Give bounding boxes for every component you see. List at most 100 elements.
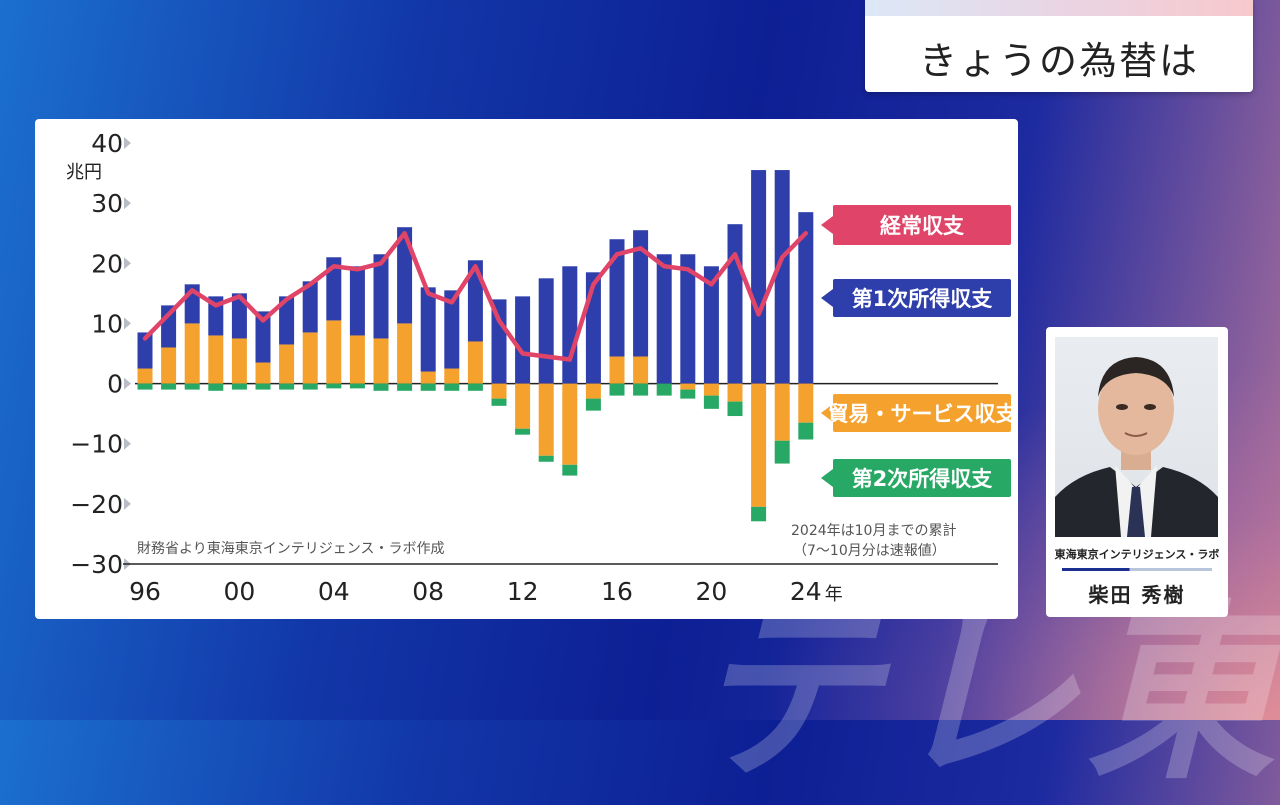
source-note: 財務省より東海東京インテリジェンス・ラボ作成 bbox=[137, 541, 444, 557]
segment-title: きょうの為替は bbox=[918, 39, 1199, 83]
legend-label: 貿易・サービス収支 bbox=[828, 402, 1018, 426]
x-tick-label: 24 bbox=[790, 577, 822, 606]
x-tick-label: 16 bbox=[601, 577, 633, 606]
bar-segment bbox=[326, 320, 342, 384]
bar-segment bbox=[562, 266, 578, 384]
legend-tag: 第2次所得収支 bbox=[821, 459, 1011, 497]
bar-segment bbox=[279, 296, 295, 345]
bar-segment bbox=[680, 254, 696, 384]
bar-segment bbox=[208, 335, 224, 384]
bar-segment bbox=[349, 266, 365, 336]
bar-segment bbox=[609, 239, 625, 357]
legend-pointer bbox=[821, 289, 833, 307]
bar-segment bbox=[774, 440, 790, 464]
y-tick-marker bbox=[124, 377, 131, 390]
bar-segment bbox=[798, 383, 814, 423]
bar-segment bbox=[420, 371, 436, 384]
legend-pointer bbox=[821, 404, 833, 422]
bar-segment bbox=[467, 383, 483, 391]
bar-segment bbox=[326, 383, 342, 389]
segment-title-box: きょうの為替は bbox=[865, 0, 1253, 92]
bar-segment bbox=[231, 293, 247, 339]
legend-pointer bbox=[821, 469, 833, 487]
legend-label: 第1次所得収支 bbox=[852, 287, 994, 311]
legend-label: 経常収支 bbox=[880, 214, 965, 238]
y-tick-marker bbox=[124, 257, 131, 270]
x-unit-suffix: 年 bbox=[825, 584, 843, 605]
bar-segment bbox=[515, 296, 531, 384]
bar-segment bbox=[538, 455, 554, 462]
legend-tag: 経常収支 bbox=[821, 205, 1011, 245]
bar-segment bbox=[161, 347, 177, 384]
bar-segment bbox=[538, 383, 554, 456]
bar-segment bbox=[609, 356, 625, 384]
y-tick-marker bbox=[124, 197, 131, 210]
x-tick-label: 04 bbox=[318, 577, 350, 606]
bar-segment bbox=[208, 383, 224, 391]
bar-segment bbox=[137, 368, 153, 384]
bar-segment bbox=[373, 338, 389, 384]
bar-segment bbox=[751, 506, 767, 522]
bar-segment bbox=[491, 383, 507, 399]
bar-segment bbox=[255, 383, 271, 390]
bar-segment bbox=[562, 383, 578, 465]
bar-segment bbox=[349, 383, 365, 389]
x-tick-label: 20 bbox=[695, 577, 727, 606]
legend-tag: 第1次所得収支 bbox=[821, 279, 1011, 317]
bar-segment bbox=[279, 383, 295, 390]
chart-card: 40 30 20 10 0 −10 −20 −30 96 00 04 08 12 16 20 24 年 経常収支… bbox=[35, 119, 1018, 619]
bar-segment bbox=[467, 260, 483, 342]
bar-segment bbox=[515, 383, 531, 429]
commentator-name: 柴田 秀樹 bbox=[1088, 583, 1186, 607]
bar-segment bbox=[184, 383, 200, 390]
bar-segment bbox=[420, 383, 436, 391]
bar-segment bbox=[397, 383, 413, 391]
bar-segment bbox=[302, 332, 318, 384]
bar-segment bbox=[491, 299, 507, 384]
bar-segment bbox=[302, 383, 318, 390]
y-tick-label: 20 bbox=[91, 249, 123, 278]
bar-segment bbox=[255, 362, 271, 384]
bar-segment bbox=[279, 344, 295, 384]
bar-segment bbox=[727, 224, 743, 384]
bar-segment bbox=[538, 278, 554, 384]
bar-segment bbox=[444, 290, 460, 369]
bar-segment bbox=[562, 464, 578, 476]
bar-segment bbox=[444, 368, 460, 384]
bar-segment bbox=[633, 230, 649, 357]
bar-segment bbox=[231, 383, 247, 390]
bar-segment bbox=[373, 254, 389, 339]
bar-segment bbox=[656, 383, 672, 396]
bar-segment bbox=[349, 335, 365, 384]
bar-segment bbox=[137, 332, 153, 369]
y-tick-label: 10 bbox=[91, 309, 123, 338]
commentator-card: 東海東京インテリジェンス・ラボ 柴田 秀樹 bbox=[1046, 327, 1228, 617]
y-tick-marker bbox=[124, 437, 131, 450]
y-tick-marker bbox=[124, 497, 131, 510]
y-tick-label: −10 bbox=[70, 430, 123, 459]
bar-segment bbox=[585, 398, 601, 411]
x-tick-label: 00 bbox=[223, 577, 255, 606]
legend-tag: 貿易・サービス収支 bbox=[821, 394, 1017, 432]
legend-box bbox=[833, 394, 1011, 432]
bar-segment bbox=[656, 254, 672, 384]
bar-segment bbox=[680, 389, 696, 399]
y-tick-label: −20 bbox=[70, 490, 123, 519]
bar-segment bbox=[609, 383, 625, 396]
bar-segment bbox=[703, 395, 719, 409]
bar-segment bbox=[161, 383, 177, 390]
footnote-line-1: 2024年は10月までの累計 bbox=[791, 523, 956, 539]
bar-segment bbox=[751, 383, 767, 507]
bar-segment bbox=[326, 257, 342, 321]
bar-segment bbox=[633, 383, 649, 396]
y-tick-marker bbox=[124, 137, 131, 149]
legend-label: 第2次所得収支 bbox=[852, 467, 994, 491]
x-tick-label: 96 bbox=[129, 577, 161, 606]
bar-segment bbox=[680, 383, 696, 390]
bar-segment bbox=[727, 383, 743, 402]
bar-segment bbox=[774, 170, 790, 384]
bar-segment bbox=[420, 287, 436, 372]
commentator-photo bbox=[1055, 337, 1218, 537]
bar-segment bbox=[491, 398, 507, 406]
legend-box bbox=[833, 459, 1011, 497]
